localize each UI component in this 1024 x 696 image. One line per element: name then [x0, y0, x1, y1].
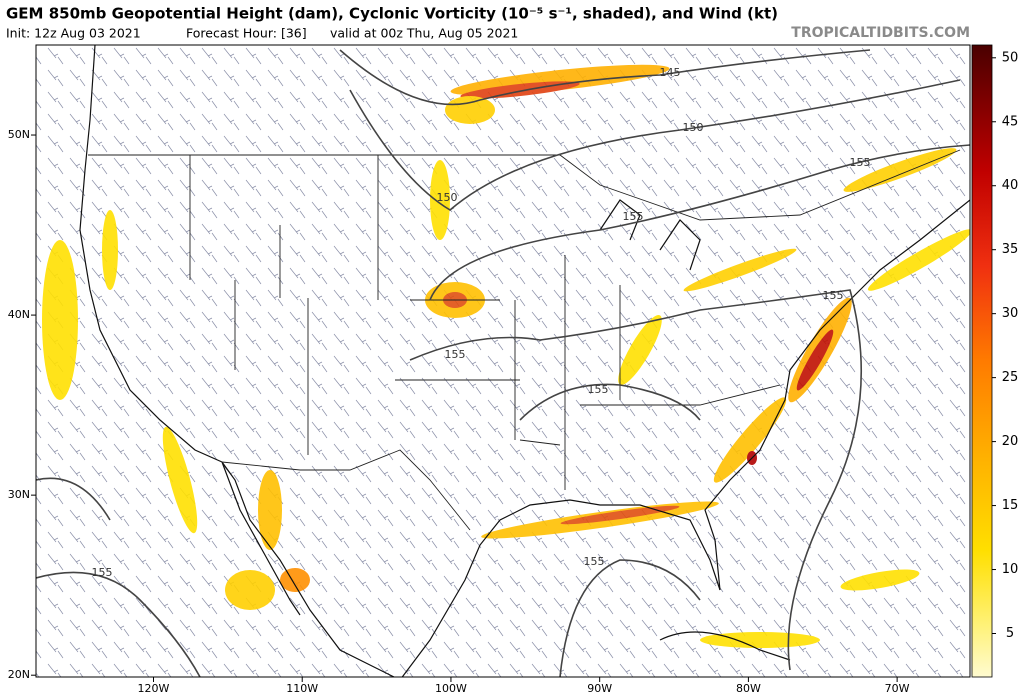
contour-label: 155	[850, 156, 871, 169]
site-credit: TROPICALTIDBITS.COM	[791, 25, 970, 41]
forecast-hour: Forecast Hour: [36]	[186, 26, 307, 41]
colorbar-label: 30	[1002, 306, 1019, 321]
colorbar-label: 40	[1002, 178, 1019, 193]
contour-label: 155	[584, 555, 605, 568]
lat-label: 30N	[8, 488, 30, 501]
contour-label: 155	[623, 210, 644, 223]
title: GEM 850mb Geopotential Height (dam), Cyc…	[6, 5, 778, 23]
valid-time: valid at 00z Thu, Aug 05 2021	[330, 26, 518, 41]
init-time: Init: 12z Aug 03 2021	[6, 26, 141, 41]
axes: 50N 40N 30N 20N 120W 110W 100W 90W 80W 70W 5 10 15 20…	[8, 50, 1019, 695]
wind-barbs	[36, 45, 970, 677]
contour-label: 145	[660, 66, 681, 79]
lon-label: 70W	[885, 682, 910, 695]
borders	[88, 149, 961, 531]
colorbar-label: 10	[1002, 562, 1019, 577]
lon-label: 110W	[286, 682, 318, 695]
contour-labels: 145 150 150 155 155 155 155 155 155 155	[92, 66, 871, 579]
lon-label: 80W	[736, 682, 761, 695]
lon-label: 120W	[138, 682, 170, 695]
lon-label: 90W	[587, 682, 612, 695]
map-area: 145 150 150 155 155 155 155 155 155 155	[36, 45, 970, 677]
vorticity-shading	[42, 64, 970, 648]
lat-label: 40N	[8, 308, 30, 321]
lat-label: 20N	[8, 668, 30, 681]
colorbar-label: 25	[1002, 370, 1019, 385]
lon-label: 100W	[435, 682, 467, 695]
map-frame	[35, 44, 971, 678]
contour-label: 155	[588, 383, 609, 396]
coastlines	[79, 45, 970, 677]
contour-label: 150	[683, 121, 704, 134]
colorbar-label: 20	[1002, 434, 1019, 449]
lat-label: 50N	[8, 128, 30, 141]
colorbar	[971, 44, 993, 678]
contour-label: 155	[445, 348, 466, 361]
contour-label: 155	[823, 289, 844, 302]
colorbar-label: 45	[1002, 114, 1019, 129]
colorbar-label: 50	[1002, 50, 1019, 65]
height-contours	[36, 49, 970, 677]
contour-label: 150	[437, 191, 458, 204]
colorbar-label: 35	[1002, 242, 1019, 257]
contour-label: 155	[92, 566, 113, 579]
colorbar-label: 5	[1006, 626, 1014, 641]
colorbar-label: 15	[1002, 498, 1019, 513]
